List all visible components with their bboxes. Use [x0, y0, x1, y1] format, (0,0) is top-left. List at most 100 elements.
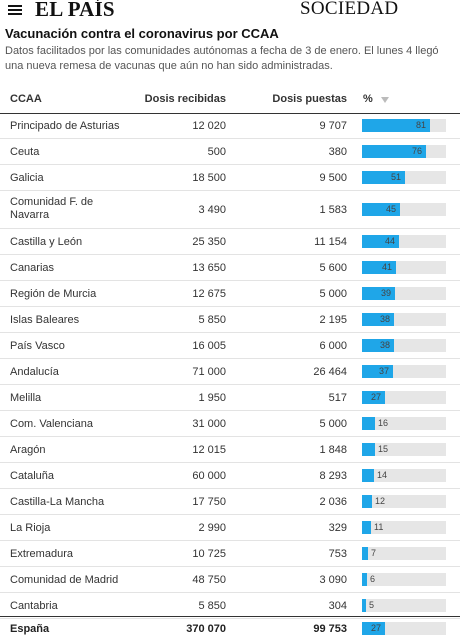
- table-row: Región de Murcia 12 675 5 000 39: [0, 281, 460, 307]
- column-header-percent[interactable]: %: [363, 93, 373, 105]
- percent-bar-track: 6: [362, 573, 446, 586]
- column-header-dosis-puestas[interactable]: Dosis puestas: [272, 93, 347, 105]
- site-logo[interactable]: EL PAÍS: [35, 0, 115, 21]
- row-dosis-puestas: 753: [328, 548, 347, 560]
- percent-bar-track: 15: [362, 443, 446, 456]
- percent-bar-fill: [362, 622, 385, 635]
- row-dosis-puestas: 2 195: [319, 314, 347, 326]
- column-header-dosis-recibidas[interactable]: Dosis recibidas: [144, 93, 226, 105]
- sort-descending-icon[interactable]: [381, 97, 389, 103]
- row-dosis-recibidas: 25 350: [192, 236, 226, 248]
- section-title[interactable]: SOCIEDAD: [300, 0, 399, 19]
- row-dosis-recibidas: 12 020: [192, 120, 226, 132]
- row-dosis-puestas: 26 464: [313, 366, 347, 378]
- table-row: Ceuta 500 380 76: [0, 139, 460, 165]
- percent-bar-label: 27: [371, 392, 382, 402]
- percent-bar-label: 12: [375, 496, 386, 506]
- row-ccaa-name: Com. Valenciana: [10, 418, 93, 430]
- percent-bar-track: 81: [362, 119, 446, 132]
- percent-bar-fill: [362, 313, 394, 326]
- percent-bar-label: 14: [377, 470, 388, 480]
- table-row: La Rioja 2 990 329 11: [0, 515, 460, 541]
- table-row: Comunidad de Madrid 48 750 3 090 6: [0, 567, 460, 593]
- table-row: Islas Baleares 5 850 2 195 38: [0, 307, 460, 333]
- row-ccaa-name: Andalucía: [10, 366, 59, 378]
- percent-bar-fill: [362, 235, 399, 248]
- row-dosis-puestas: 8 293: [319, 470, 347, 482]
- row-dosis-recibidas: 18 500: [192, 172, 226, 184]
- row-ccaa-name: Melilla: [10, 392, 42, 404]
- row-dosis-puestas: 5 000: [319, 288, 347, 300]
- percent-bar-track: 14: [362, 469, 446, 482]
- table-row: Andalucía 71 000 26 464 37: [0, 359, 460, 385]
- row-dosis-puestas: 1 848: [319, 444, 347, 456]
- row-dosis-recibidas: 500: [207, 146, 226, 158]
- percent-bar-label: 45: [386, 204, 397, 214]
- table-row: Comunidad F. de Navarra 3 490 1 583 45: [0, 191, 460, 229]
- hamburger-menu-icon[interactable]: [8, 5, 22, 15]
- row-dosis-recibidas: 2 990: [198, 522, 226, 534]
- percent-bar-fill: [362, 521, 371, 534]
- percent-bar-fill: [362, 391, 385, 404]
- row-dosis-recibidas: 1 950: [198, 392, 226, 404]
- row-dosis-recibidas: 13 650: [192, 262, 226, 274]
- percent-bar-track: 41: [362, 261, 446, 274]
- percent-bar-track: 5: [362, 599, 446, 612]
- column-header-ccaa[interactable]: CCAA: [10, 93, 42, 105]
- table-row: País Vasco 16 005 6 000 38: [0, 333, 460, 359]
- percent-bar-track: 7: [362, 547, 446, 560]
- percent-bar-track: 38: [362, 339, 446, 352]
- row-ccaa-name: Castilla-La Mancha: [10, 496, 105, 508]
- row-ccaa-name: País Vasco: [10, 340, 65, 352]
- percent-bar-track: 27: [362, 391, 446, 404]
- percent-bar-fill: [362, 495, 372, 508]
- table-title: Vacunación contra el coronavirus por CCA…: [5, 26, 279, 41]
- table-row: Canarias 13 650 5 600 41: [0, 255, 460, 281]
- percent-bar-label: 41: [382, 262, 393, 272]
- row-ccaa-name: Canarias: [10, 262, 55, 274]
- row-dosis-puestas: 5 000: [319, 418, 347, 430]
- percent-bar-label: 44: [385, 236, 396, 246]
- table-row: Cantabria 5 850 304 5: [0, 593, 460, 619]
- table-row: Com. Valenciana 31 000 5 000 16: [0, 411, 460, 437]
- row-dosis-puestas: 2 036: [319, 496, 347, 508]
- row-dosis-puestas: 11 154: [314, 236, 347, 248]
- row-dosis-recibidas: 17 750: [192, 496, 226, 508]
- row-ccaa-name: Cantabria: [10, 600, 58, 612]
- percent-bar-track: 44: [362, 235, 446, 248]
- row-ccaa-name: Islas Baleares: [10, 314, 80, 326]
- row-dosis-recibidas: 12 015: [192, 444, 226, 456]
- row-dosis-recibidas: 60 000: [192, 470, 226, 482]
- percent-bar-label: 5: [369, 600, 375, 610]
- row-dosis-puestas: 6 000: [319, 340, 347, 352]
- percent-bar-label: 39: [381, 288, 392, 298]
- percent-bar-label: 51: [391, 172, 402, 182]
- percent-bar-label: 11: [374, 522, 384, 532]
- percent-bar-track: 76: [362, 145, 446, 158]
- table-row: Castilla-La Mancha 17 750 2 036 12: [0, 489, 460, 515]
- total-dosis-recibidas: 370 070: [186, 623, 226, 635]
- row-dosis-puestas: 9 707: [319, 120, 347, 132]
- total-dosis-puestas: 99 753: [313, 623, 347, 635]
- percent-bar-fill: [362, 339, 394, 352]
- table-row: Aragón 12 015 1 848 15: [0, 437, 460, 463]
- table-subtitle: Datos facilitados por las comunidades au…: [5, 45, 439, 72]
- percent-bar-track: 39: [362, 287, 446, 300]
- row-dosis-puestas: 329: [328, 522, 347, 534]
- percent-bar-label: 76: [412, 146, 423, 156]
- table-row: Cataluña 60 000 8 293 14: [0, 463, 460, 489]
- row-dosis-recibidas: 16 005: [192, 340, 226, 352]
- row-dosis-recibidas: 5 850: [198, 314, 226, 326]
- percent-bar-fill: [362, 365, 393, 378]
- table-row: Principado de Asturias 12 020 9 707 81: [0, 113, 460, 139]
- percent-bar-fill: [362, 287, 395, 300]
- percent-bar-fill: [362, 119, 430, 132]
- percent-bar-fill: [362, 145, 426, 158]
- percent-bar-label: 38: [380, 340, 391, 350]
- percent-bar-fill: [362, 599, 366, 612]
- row-dosis-recibidas: 71 000: [192, 366, 226, 378]
- percent-bar-label: 81: [416, 120, 427, 130]
- row-dosis-puestas: 3 090: [319, 574, 347, 586]
- row-ccaa-name: Aragón: [10, 444, 46, 456]
- row-dosis-recibidas: 31 000: [192, 418, 226, 430]
